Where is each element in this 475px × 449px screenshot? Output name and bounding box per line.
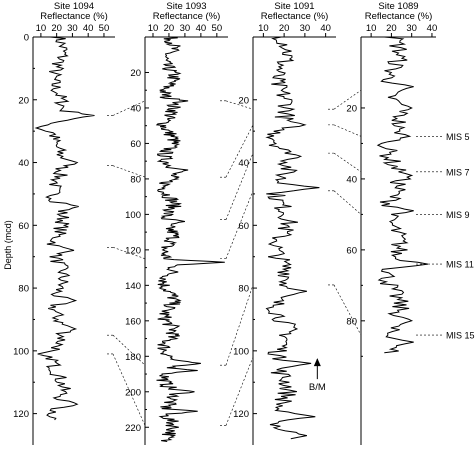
panel-0-x-tick-label: 10 [36,23,47,34]
panel-1-y-tick-label: 80 [130,174,141,185]
correlation-line [333,124,362,137]
panel-2-y-tick-label: 100 [233,346,249,357]
bm-arrow-head [313,358,321,367]
panel-0-x-axis-title: Reflectance (%) [40,11,108,22]
panel-2-y-tick-label: 20 [238,95,249,106]
mis-label: MIS 7 [446,167,470,177]
correlation-line [225,100,254,110]
panel-1-y-tick-label: 140 [125,281,141,292]
panel-3-site-label: Site 1089 [378,1,418,12]
panel-3-reflectance-series [376,36,428,354]
panel-2-site-label: Site 1091 [274,1,314,12]
panel-0-x-tick-label: 50 [99,23,110,34]
correlation-line [225,357,254,426]
panel-3-x-tick-label: 10 [366,23,377,34]
panel-3-y-tick-label: 40 [346,174,357,185]
panel-1-site-label: Site 1093 [166,1,206,12]
panel-1-x-tick-label: 10 [148,23,159,34]
panel-1-x-tick-label: 40 [196,23,207,34]
panel-0-x-tick-label: 40 [83,23,94,34]
panel-0-reflectance-series [34,36,95,421]
correlation-line [112,334,146,366]
correlation-line [333,284,362,336]
panel-2-y-tick-label: 120 [233,409,249,420]
panel-1-y-tick-label: 180 [125,352,141,363]
correlation-line [112,246,146,260]
panel-0-y-tick-label: 80 [18,284,29,295]
panel-0-site-label: Site 1094 [54,1,94,12]
panel-1-y-tick-label: 220 [125,423,141,434]
correlation-line [333,190,362,215]
panel-0-y-tick-label: 40 [18,158,29,169]
mis-label: MIS 15 [446,331,475,341]
panel-1-y-tick-label: 120 [125,245,141,256]
correlation-line [112,165,146,178]
panel-3-x-axis-title: Reflectance (%) [365,11,433,22]
panel-3-y-tick-label: 80 [346,316,357,327]
panel-3-x-tick-label: 30 [406,23,417,34]
panel-1-y-tick-label: 100 [125,210,141,221]
panel-1-x-tick-label: 30 [180,23,191,34]
panel-1-y-tick-label: 20 [130,68,141,79]
correlation-line [112,353,146,426]
panel-1-x-tick-label: 50 [212,23,223,34]
correlation-line [333,152,362,173]
panel-2-x-tick-label: 40 [320,23,331,34]
panel-0-y-tick-label: 0 [24,33,29,44]
correlation-line [225,124,254,178]
panel-3-x-tick-label: 20 [386,23,397,34]
panel-1-y-tick-label: 40 [130,103,141,114]
mis-label: MIS 5 [446,132,470,142]
panel-2-x-tick-label: 10 [258,23,269,34]
panel-2-x-axis-title: Reflectance (%) [261,11,329,22]
panel-0-y-tick-label: 60 [18,221,29,232]
mis-label: MIS 11 [446,260,474,270]
panel-0-y-tick-label: 20 [18,95,29,106]
panel-2-reflectance-series [265,36,320,440]
panel-1-x-axis-title: Reflectance (%) [153,11,221,22]
panel-0-y-tick-label: 120 [13,409,29,420]
panel-2-x-tick-label: 20 [279,23,290,34]
panel-0-x-tick-label: 30 [67,23,78,34]
panel-2-y-tick-label: 80 [238,284,249,295]
panel-1-y-tick-label: 200 [125,387,141,398]
panel-2-y-tick-label: 60 [238,221,249,232]
correlation-line [112,100,146,116]
panel-1-y-tick-label: 160 [125,316,141,327]
panel-0-y-tick-label: 100 [13,346,29,357]
panel-1-y-tick-label: 60 [130,139,141,150]
panel-2-x-tick-label: 30 [300,23,311,34]
panel-0-x-tick-label: 20 [51,23,62,34]
panel-2-y-tick-label: 40 [238,158,249,169]
panel-3-y-tick-label: 20 [346,103,357,114]
panel-1-reflectance-series [155,36,225,442]
correlation-line [333,89,362,110]
mis-label: MIS 9 [446,210,470,220]
panel-1-x-tick-label: 20 [164,23,175,34]
y-axis-title: Depth (mcd) [3,220,13,270]
bm-annotation-label: B/M [309,382,326,393]
panel-3-y-tick-label: 60 [346,245,357,256]
panel-3-x-tick-label: 40 [427,23,438,34]
correlation-line [225,190,254,259]
